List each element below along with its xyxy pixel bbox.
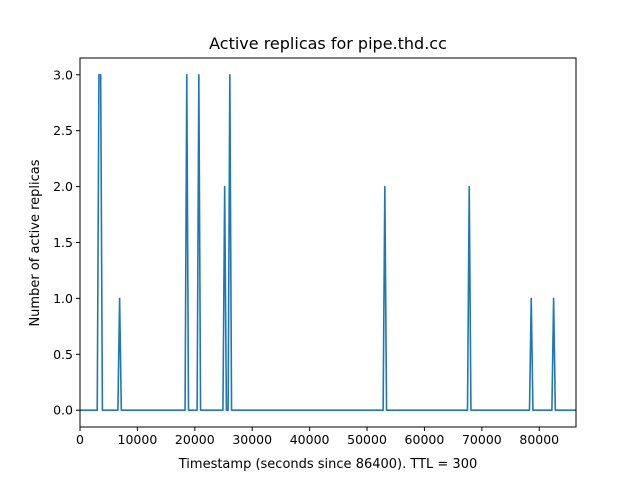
y-tick-label: 1.5 [53, 235, 73, 250]
x-tick-label: 10000 [118, 432, 158, 447]
chart-title: Active replicas for pipe.thd.cc [209, 34, 447, 53]
x-tick-label: 50000 [347, 432, 387, 447]
y-tick-label: 2.0 [53, 179, 73, 194]
x-tick-label: 80000 [519, 432, 559, 447]
y-tick-label: 0.0 [53, 403, 73, 418]
y-tick-label: 0.5 [53, 347, 73, 362]
y-axis-title: Number of active replicas [28, 159, 43, 326]
x-axis-ticks: 0 10000 20000 30000 40000 50000 60000 70000 8000… [76, 427, 559, 447]
x-tick-label: 30000 [232, 432, 272, 447]
x-tick-label: 20000 [175, 432, 215, 447]
y-axis-ticks: 0.0 0.5 1.0 1.5 2.0 2.5 3.0 [53, 67, 80, 418]
plot-frame [79, 57, 577, 428]
x-tick-label: 70000 [462, 432, 502, 447]
y-tick-label: 1.0 [53, 291, 73, 306]
series-layer [80, 73, 576, 412]
x-tick-label: 40000 [290, 432, 330, 447]
y-tick-label: 3.0 [53, 67, 73, 82]
series-line [80, 73, 576, 412]
y-tick-label: 2.5 [53, 123, 73, 138]
x-axis-title: Timestamp (seconds since 86400). TTL = 3… [178, 457, 478, 472]
x-tick-label: 0 [76, 432, 84, 447]
x-tick-label: 60000 [405, 432, 445, 447]
